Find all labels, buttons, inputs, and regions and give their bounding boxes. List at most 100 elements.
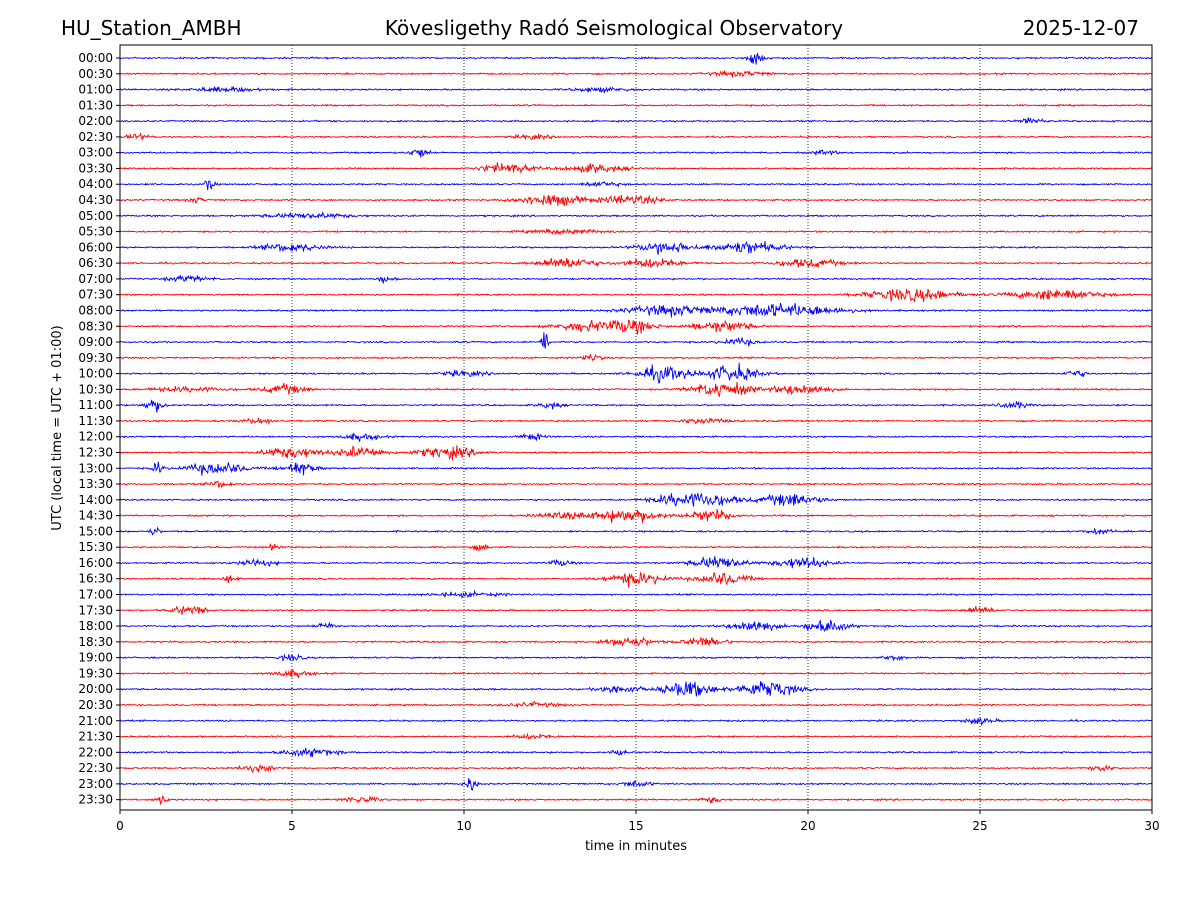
trace-0700 bbox=[119, 274, 1153, 284]
y-tick-label: 13:00 bbox=[78, 461, 113, 475]
trace-1200 bbox=[119, 432, 1153, 442]
y-tick-label: 08:30 bbox=[78, 319, 113, 333]
trace-0430 bbox=[119, 194, 1153, 207]
trace-1730 bbox=[119, 605, 1153, 615]
trace-0530 bbox=[119, 227, 1153, 236]
y-tick-label: 02:00 bbox=[78, 114, 113, 128]
y-tick-label: 09:00 bbox=[78, 335, 113, 349]
y-tick-label: 09:30 bbox=[78, 351, 113, 365]
x-tick-label-0: 0 bbox=[116, 819, 124, 833]
trace-1330 bbox=[119, 480, 1153, 489]
trace-0300 bbox=[119, 149, 1153, 158]
y-tick-label: 06:00 bbox=[78, 240, 113, 254]
y-tick-label: 17:00 bbox=[78, 588, 113, 602]
y-tick-label: 19:00 bbox=[78, 651, 113, 665]
y-tick-label: 11:00 bbox=[78, 398, 113, 412]
chart-date: 2025-12-07 bbox=[1023, 16, 1139, 40]
trace-1000 bbox=[119, 362, 1153, 384]
y-tick-label: 01:00 bbox=[78, 83, 113, 97]
trace-0330 bbox=[119, 162, 1153, 175]
y-tick-label: 10:30 bbox=[78, 382, 113, 396]
trace-layer bbox=[119, 52, 1153, 806]
trace-0800 bbox=[119, 302, 1152, 318]
trace-2030 bbox=[119, 700, 1153, 709]
trace-1630 bbox=[119, 571, 1153, 588]
trace-1900 bbox=[119, 653, 1153, 662]
y-tick-label: 03:00 bbox=[78, 146, 113, 160]
x-tick-label-10: 10 bbox=[456, 819, 471, 833]
y-tick-label: 07:30 bbox=[78, 288, 113, 302]
y-tick-label: 00:00 bbox=[78, 51, 113, 65]
trace-0000 bbox=[119, 52, 1153, 65]
trace-1700 bbox=[119, 589, 1153, 599]
y-tick-label: 22:00 bbox=[78, 745, 113, 759]
plot-frame bbox=[119, 44, 1153, 811]
y-tick-label: 21:00 bbox=[78, 714, 113, 728]
trace-1400 bbox=[119, 492, 1153, 507]
y-tick-label: 10:00 bbox=[78, 367, 113, 381]
station-name: HU_Station_AMBH bbox=[61, 16, 241, 40]
y-tick-label: 01:30 bbox=[78, 98, 113, 112]
trace-1430 bbox=[119, 508, 1153, 524]
chart-title: Kövesligethy Radó Seismological Observat… bbox=[385, 16, 843, 40]
y-tick-label: 04:30 bbox=[78, 193, 113, 207]
y-tick-label: 11:30 bbox=[78, 414, 113, 428]
y-tick-label: 05:00 bbox=[78, 209, 113, 223]
y-tick-label: 19:30 bbox=[78, 666, 113, 680]
trace-0900 bbox=[119, 332, 1153, 349]
trace-1230 bbox=[119, 445, 1153, 461]
x-tick-labels: 0 5 10 15 20 25 30 bbox=[116, 810, 1160, 833]
trace-0500 bbox=[119, 211, 1153, 220]
trace-1830 bbox=[120, 636, 1153, 647]
y-tick-label: 23:30 bbox=[78, 793, 113, 807]
y-tick-label: 16:30 bbox=[78, 572, 113, 586]
y-tick-label: 16:00 bbox=[78, 556, 113, 570]
x-tick-label-20: 20 bbox=[800, 819, 815, 833]
trace-0600 bbox=[119, 240, 1153, 255]
y-tick-label: 18:00 bbox=[78, 619, 113, 633]
x-axis-label: time in minutes bbox=[585, 839, 687, 854]
y-tick-label: 02:30 bbox=[78, 130, 113, 144]
y-axis-label: UTC (local time = UTC + 01:00) bbox=[50, 325, 65, 530]
y-tick-label: 04:00 bbox=[78, 177, 113, 191]
y-tick-label: 14:30 bbox=[78, 509, 113, 523]
trace-0130 bbox=[119, 103, 1153, 108]
trace-2130 bbox=[119, 732, 1153, 740]
y-tick-label: 00:30 bbox=[78, 67, 113, 81]
y-tick-label: 23:00 bbox=[78, 777, 113, 791]
trace-0830 bbox=[119, 319, 1153, 335]
trace-2100 bbox=[119, 716, 1153, 727]
trace-0200 bbox=[119, 117, 1153, 124]
gridlines bbox=[291, 45, 981, 810]
y-tick-label: 20:00 bbox=[78, 682, 113, 696]
y-tick-label: 18:30 bbox=[78, 635, 113, 649]
trace-1100 bbox=[119, 399, 1153, 413]
y-tick-label: 12:00 bbox=[78, 430, 113, 444]
y-tick-label: 15:00 bbox=[78, 524, 113, 538]
y-tick-label: 03:30 bbox=[78, 161, 113, 175]
trace-2330 bbox=[119, 794, 1153, 806]
trace-2000 bbox=[119, 681, 1153, 697]
y-tick-label: 07:00 bbox=[78, 272, 113, 286]
trace-0230 bbox=[119, 132, 1153, 142]
y-tick-label: 21:30 bbox=[78, 730, 113, 744]
y-tick-label: 17:30 bbox=[78, 603, 113, 617]
x-tick-label-25: 25 bbox=[972, 819, 987, 833]
trace-2300 bbox=[119, 778, 1153, 791]
y-tick-label: 08:00 bbox=[78, 303, 113, 317]
trace-1600 bbox=[119, 555, 1153, 569]
trace-0030 bbox=[119, 69, 1153, 78]
y-tick-label: 15:30 bbox=[78, 540, 113, 554]
trace-0100 bbox=[119, 85, 1152, 94]
y-tick-label: 13:30 bbox=[78, 477, 113, 491]
trace-2230 bbox=[119, 763, 1153, 774]
y-tick-label: 06:30 bbox=[78, 256, 113, 270]
trace-0630 bbox=[119, 257, 1153, 268]
y-tick-label: 12:30 bbox=[78, 446, 113, 460]
x-tick-label-15: 15 bbox=[628, 819, 643, 833]
trace-0730 bbox=[119, 288, 1153, 303]
trace-0400 bbox=[119, 180, 1153, 191]
trace-1530 bbox=[119, 543, 1153, 552]
